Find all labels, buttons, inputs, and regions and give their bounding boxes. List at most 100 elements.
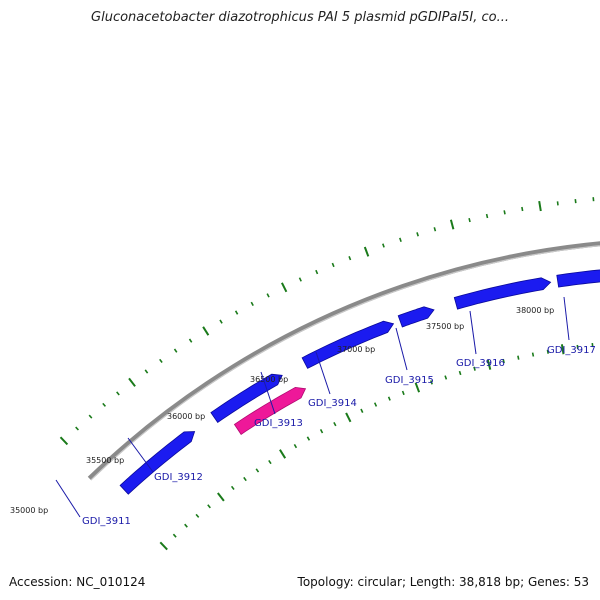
outer-tick-27 [485, 213, 489, 219]
gene-arrow-6 [453, 277, 552, 310]
gene-label-gdi-3917: GDI_3917 [547, 345, 596, 356]
inner-tick-15 [345, 412, 352, 423]
inner-tick-10 [279, 449, 287, 459]
gene-arrow-7 [556, 269, 600, 288]
inner-tick-4 [207, 504, 211, 509]
outer-tick-9 [188, 338, 193, 343]
outer-tick-7 [159, 358, 163, 363]
inner-tick-6 [230, 485, 235, 490]
outer-tick-14 [266, 293, 270, 298]
leader-line-7 [563, 296, 570, 341]
outer-tick-8 [173, 348, 178, 353]
position-label-36000: 36000 bp [167, 412, 205, 421]
gene-label-gdi-3914: GDI_3914 [308, 398, 357, 409]
gene-label-gdi-3911: GDI_3911 [82, 516, 131, 527]
outer-tick-17 [315, 269, 319, 275]
inner-tick-0 [159, 541, 168, 551]
gene-label-leaders [55, 296, 570, 518]
outer-tick-10 [202, 326, 210, 336]
inner-tick-8 [255, 468, 260, 473]
gene-arrow-5 [397, 306, 435, 328]
backbone-highlight [90, 245, 600, 481]
position-label-37500: 37500 bp [426, 322, 464, 331]
outer-tick-track [59, 197, 595, 446]
outer-tick-13 [250, 301, 254, 306]
outer-tick-24 [433, 227, 437, 232]
accession-label: Accession: NC_010124 [9, 575, 146, 589]
inner-tick-28 [531, 352, 535, 357]
gene-label-gdi-3916: GDI_3916 [456, 358, 505, 369]
backbone-outer-stroke [87, 241, 600, 481]
outer-tick-31 [556, 201, 559, 206]
inner-tick-12 [306, 436, 311, 441]
position-label-38000: 38000 bp [516, 306, 554, 315]
leader-line-3 [260, 371, 276, 415]
inner-tick-9 [268, 459, 272, 465]
inner-tick-23 [458, 370, 462, 376]
outer-tick-28 [503, 210, 506, 215]
outer-tick-32 [574, 199, 577, 204]
inner-tick-14 [333, 422, 337, 427]
inner-tick-11 [293, 443, 298, 449]
outer-tick-26 [468, 218, 471, 223]
outer-tick-11 [219, 319, 223, 324]
leader-line-6 [469, 310, 477, 355]
inner-tick-18 [387, 396, 391, 401]
gene-arrow-2 [210, 373, 283, 423]
topology-summary: Topology: circular; Length: 38,818 bp; G… [297, 575, 589, 589]
inner-tick-31 [576, 344, 579, 350]
gene-label-gdi-3915: GDI_3915 [385, 375, 434, 386]
gene-arrow-3 [233, 386, 307, 435]
inner-tick-7 [243, 476, 247, 482]
position-label-35000: 35000 bp [10, 506, 48, 515]
inner-tick-30 [560, 344, 565, 355]
outer-tick-23 [416, 232, 419, 237]
outer-tick-15 [281, 282, 288, 293]
leader-line-5 [395, 327, 408, 371]
inner-tick-17 [373, 402, 378, 407]
outer-tick-3 [102, 402, 107, 407]
inner-tick-26 [502, 358, 505, 364]
inner-tick-29 [546, 349, 549, 354]
inner-tick-24 [473, 366, 476, 371]
outer-tick-30 [538, 200, 542, 212]
inner-tick-19 [401, 390, 405, 396]
outer-tick-19 [348, 256, 352, 261]
inner-tick-2 [184, 523, 188, 528]
leader-line-1 [55, 479, 81, 518]
outer-tick-16 [298, 277, 302, 282]
outer-tick-22 [399, 237, 402, 242]
outer-tick-12 [234, 310, 239, 315]
gene-label-gdi-3913: GDI_3913 [254, 418, 303, 429]
position-labels: 35000 bp 35500 bp 36000 bp 36500 bp 3700… [10, 306, 554, 515]
inner-tick-1 [172, 533, 177, 538]
outer-tick-6 [144, 369, 149, 374]
outer-tick-2 [88, 414, 93, 419]
outer-tick-25 [449, 219, 455, 230]
outer-tick-18 [331, 262, 335, 268]
outer-tick-1 [75, 426, 79, 431]
position-label-35500: 35500 bp [86, 456, 124, 465]
outer-tick-5 [128, 377, 136, 387]
outer-tick-0 [59, 436, 69, 446]
inner-tick-track [159, 343, 594, 551]
gene-track [119, 269, 600, 495]
inner-tick-5 [217, 492, 225, 502]
gene-label-gdi-3912: GDI_3912 [154, 472, 203, 483]
outer-tick-20 [363, 246, 370, 257]
outer-tick-4 [116, 391, 120, 396]
gene-arrow-4 [301, 320, 395, 369]
inner-tick-21 [430, 380, 433, 385]
inner-tick-20 [414, 382, 421, 393]
inner-tick-16 [360, 408, 364, 413]
gene-labels: GDI_3911 GDI_3912 GDI_3913 GDI_3914 GDI_… [82, 345, 596, 527]
inner-tick-22 [444, 375, 448, 380]
leader-line-4 [315, 351, 331, 395]
inner-tick-25 [486, 359, 492, 370]
position-label-37000: 37000 bp [337, 345, 375, 354]
leader-line-2 [127, 437, 154, 473]
position-label-36500: 36500 bp [250, 375, 288, 384]
outer-tick-21 [382, 243, 385, 248]
